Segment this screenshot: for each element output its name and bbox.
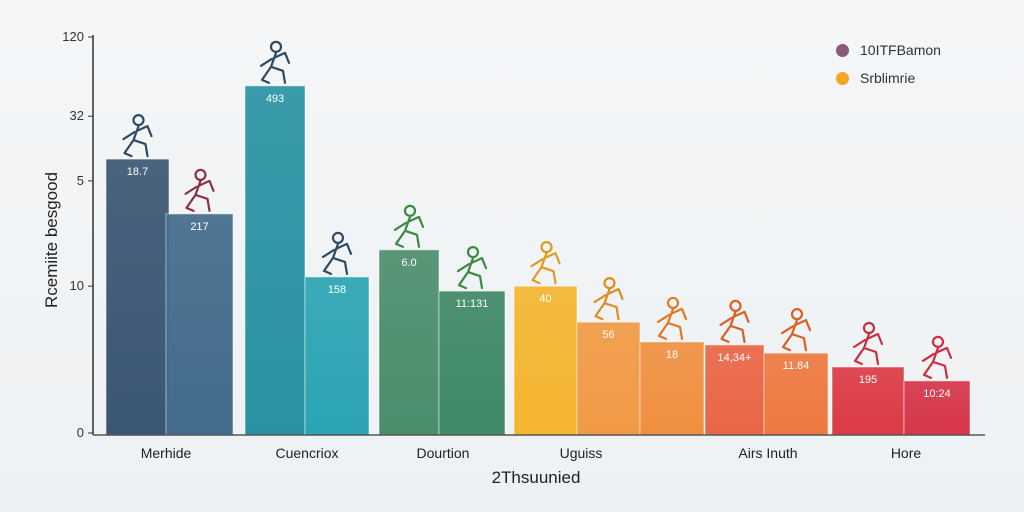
y-tick-label: 5 [77,173,84,188]
bar [831,366,905,436]
x-tick-label: Dourtion [417,445,470,461]
legend-swatch [836,71,849,85]
y-tick-label: 0 [77,425,84,440]
bar [903,380,971,436]
person-icon [259,40,291,84]
bar [513,285,578,436]
y-tick-label: 32 [70,108,84,123]
bar [165,213,234,436]
legend-label: Srblimrie [860,70,916,86]
person-icon [321,231,353,276]
bar-value-label: 18 [666,349,678,361]
person-icon [393,204,425,248]
y-tick-label: 10 [70,278,84,293]
bar [438,290,506,436]
bar [105,158,170,436]
bar-value-label: 56 [602,329,614,341]
bar [244,85,306,436]
x-tick-label: Cuencriox [275,445,338,461]
bar-value-label: 195 [859,374,877,386]
bar [704,344,765,436]
y-axis-title: Rcemiite besgood [42,172,61,308]
person-icon [780,308,812,352]
person-icon [122,113,153,158]
bar-value-label: 11:131 [456,298,489,310]
person-icon [530,241,561,285]
person-icon [719,299,750,343]
bar [378,249,440,436]
x-axis-title: 2Thsuunied [492,468,581,487]
bar-value-label: 6.0 [401,257,416,269]
bar-value-label: 11.84 [783,360,810,372]
person-icon [921,335,953,379]
person-icon [456,246,488,290]
x-tick-label: Merhide [141,445,192,461]
bar [304,276,370,436]
legend: 10ITFBamon Srblimrie [836,36,941,92]
bar-value-label: 158 [328,284,346,296]
y-tick-label: 120 [62,29,84,44]
legend-item: Srblimrie [836,64,941,92]
bar [639,341,705,436]
x-tick-label: Hore [891,445,922,461]
bar-value-label: 217 [190,221,208,233]
bar-value-label: 40 [539,293,551,305]
person-icon [852,321,884,366]
person-icon [593,277,624,321]
legend-item: 10ITFBamon [836,36,941,64]
bar [763,352,829,436]
legend-swatch [836,43,849,57]
bar-value-label: 18.7 [127,166,148,178]
bar-value-label: 10:24 [923,388,951,400]
legend-label: 10ITFBamon [860,42,941,58]
x-tick-label: Airs Inuth [738,445,797,461]
person-icon [656,296,688,341]
person-icon [184,168,215,212]
bar-value-label: 493 [266,93,284,105]
x-tick-label: Uguiss [560,445,603,461]
bar-value-label: 14,34+ [718,352,752,364]
